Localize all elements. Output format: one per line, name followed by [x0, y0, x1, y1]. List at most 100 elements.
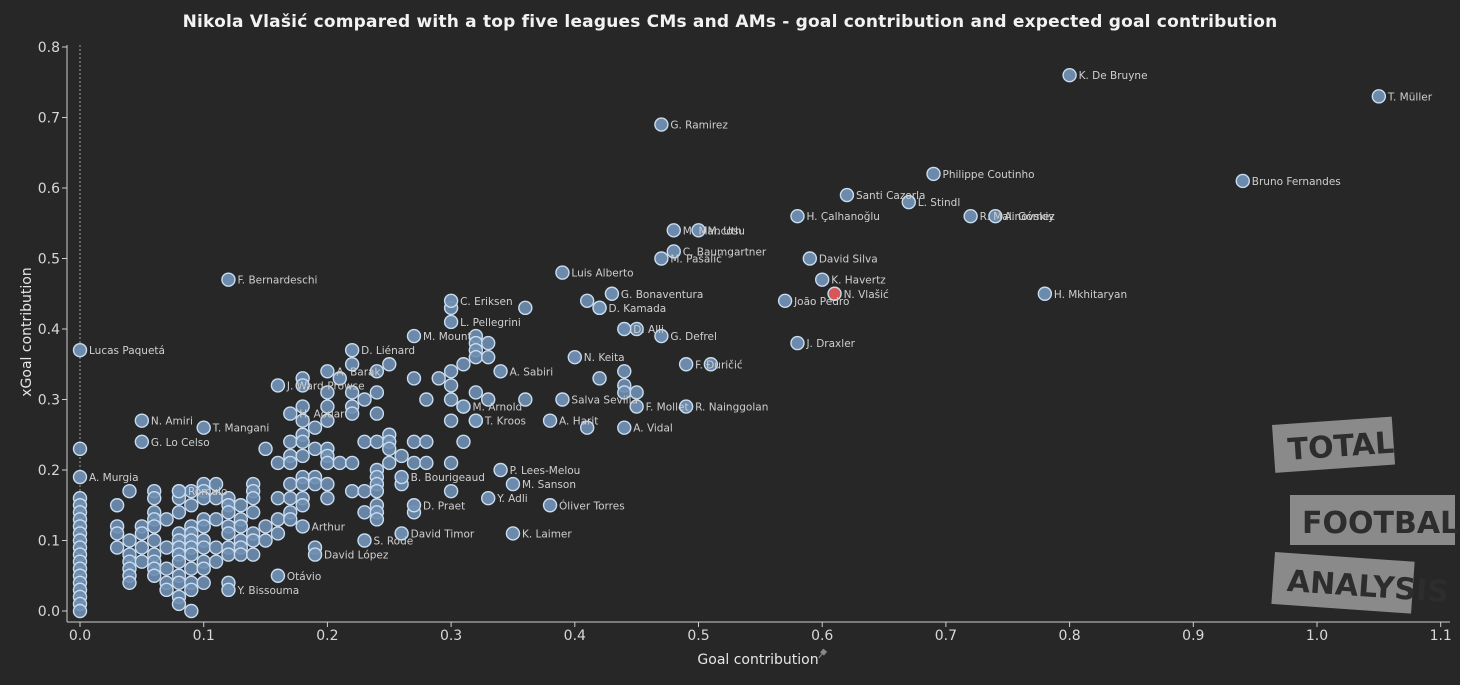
- data-point: [344, 455, 360, 471]
- data-point: [283, 491, 298, 506]
- point-label: S. Rode: [374, 536, 414, 548]
- data-point: [592, 371, 607, 386]
- data-point: [147, 568, 162, 583]
- data-point: [369, 512, 385, 527]
- data-point: [394, 469, 409, 485]
- data-point: [196, 561, 211, 576]
- point-label: D. Liénard: [361, 345, 415, 357]
- data-point: [208, 476, 224, 492]
- point-label: H. Çalhanoğlu: [806, 211, 879, 223]
- data-point: [382, 441, 397, 457]
- data-point: [109, 526, 125, 541]
- x-tick-label: 0.5: [687, 628, 709, 644]
- point-label: N. Vlašić: [844, 289, 889, 301]
- point-label: F. Đuričić: [695, 359, 743, 371]
- point-label: Bruno Fernandes: [1252, 176, 1341, 188]
- data-point: [295, 399, 310, 414]
- data-point: [283, 512, 298, 527]
- x-axis-label: Goal contribution: [697, 652, 818, 668]
- data-point: [963, 208, 978, 224]
- data-point: [406, 434, 422, 449]
- point-label: G. Bonaventura: [621, 289, 703, 301]
- point-label: Salva Sevilla: [571, 395, 638, 407]
- point-label: David Silva: [819, 254, 878, 266]
- point-label: M. Pašalić: [670, 254, 722, 266]
- point-label: C. Eriksen: [460, 296, 513, 308]
- data-point: [196, 519, 211, 534]
- data-point: [295, 448, 310, 464]
- point-label: N. Amiri: [151, 416, 193, 428]
- point-label: G. Ramirez: [670, 120, 728, 132]
- data-point: [221, 547, 236, 562]
- data-point: [369, 364, 385, 379]
- data-point: [159, 512, 174, 527]
- x-tick-label: 1.0: [1306, 628, 1328, 644]
- data-point: [171, 596, 187, 612]
- data-point: [344, 385, 360, 400]
- data-point: [629, 399, 644, 414]
- data-point: [196, 420, 211, 435]
- point-label: Óliver Torres: [559, 499, 625, 512]
- point-label: P. Lees-Melou: [510, 465, 581, 477]
- data-point: [233, 519, 249, 534]
- data-point: [208, 512, 224, 527]
- data-point: [320, 476, 335, 492]
- data-point: [926, 166, 941, 182]
- data-point: [617, 420, 632, 435]
- data-point: [270, 568, 286, 583]
- point-label: F. Mollet: [646, 402, 689, 414]
- data-point: [134, 554, 150, 569]
- data-point: [233, 547, 249, 562]
- data-point: [307, 441, 323, 457]
- data-point: [419, 434, 434, 449]
- point-label: M. Mancosu: [683, 225, 745, 237]
- data-point: [184, 498, 199, 513]
- point-label: D. Alli: [633, 324, 664, 336]
- data-point: [134, 526, 150, 541]
- data-point: [592, 300, 607, 316]
- point-label: A. Harit: [559, 416, 598, 428]
- data-point: [344, 342, 360, 358]
- y-tick-label: 0.3: [38, 393, 60, 409]
- point-label: N. Keita: [584, 352, 625, 364]
- data-point: [320, 385, 335, 400]
- y-tick-label: 0.6: [38, 181, 60, 197]
- point-label: Rômulo: [188, 486, 227, 498]
- data-point: [72, 603, 88, 619]
- data-point: [394, 526, 409, 541]
- data-point: [579, 420, 595, 435]
- point-label: Arthur: [312, 521, 346, 533]
- data-point: [518, 392, 533, 407]
- point-label: David Timor: [411, 528, 475, 540]
- chart-title: Nikola Vlašić compared with a top five l…: [182, 12, 1278, 32]
- data-point: [357, 434, 372, 449]
- point-label: Otávio: [287, 571, 321, 583]
- data-point: [443, 413, 459, 428]
- data-point: [518, 300, 533, 316]
- data-point: [320, 364, 335, 379]
- data-point: [1235, 173, 1250, 189]
- data-point: [233, 498, 249, 513]
- point-label: G. Defrel: [670, 331, 717, 343]
- highlight-point: [827, 286, 842, 301]
- data-point: [122, 483, 137, 499]
- point-label: M. Mount: [423, 331, 472, 343]
- y-tick-label: 0.4: [38, 322, 60, 338]
- data-point: [369, 385, 385, 400]
- data-point: [493, 462, 508, 478]
- data-point: [406, 371, 422, 386]
- data-point: [270, 512, 286, 527]
- point-label: A. Vidal: [633, 423, 673, 435]
- data-point: [134, 434, 150, 449]
- y-tick-label: 0.0: [38, 604, 60, 620]
- data-point: [122, 533, 137, 548]
- data-point: [307, 547, 323, 562]
- data-point: [579, 293, 595, 308]
- data-point: [431, 371, 446, 386]
- x-tick-label: 0.1: [193, 628, 215, 644]
- data-point: [171, 483, 187, 499]
- data-point: [382, 357, 397, 372]
- data-point: [184, 603, 199, 619]
- data-point: [320, 455, 335, 471]
- data-point: [369, 434, 385, 449]
